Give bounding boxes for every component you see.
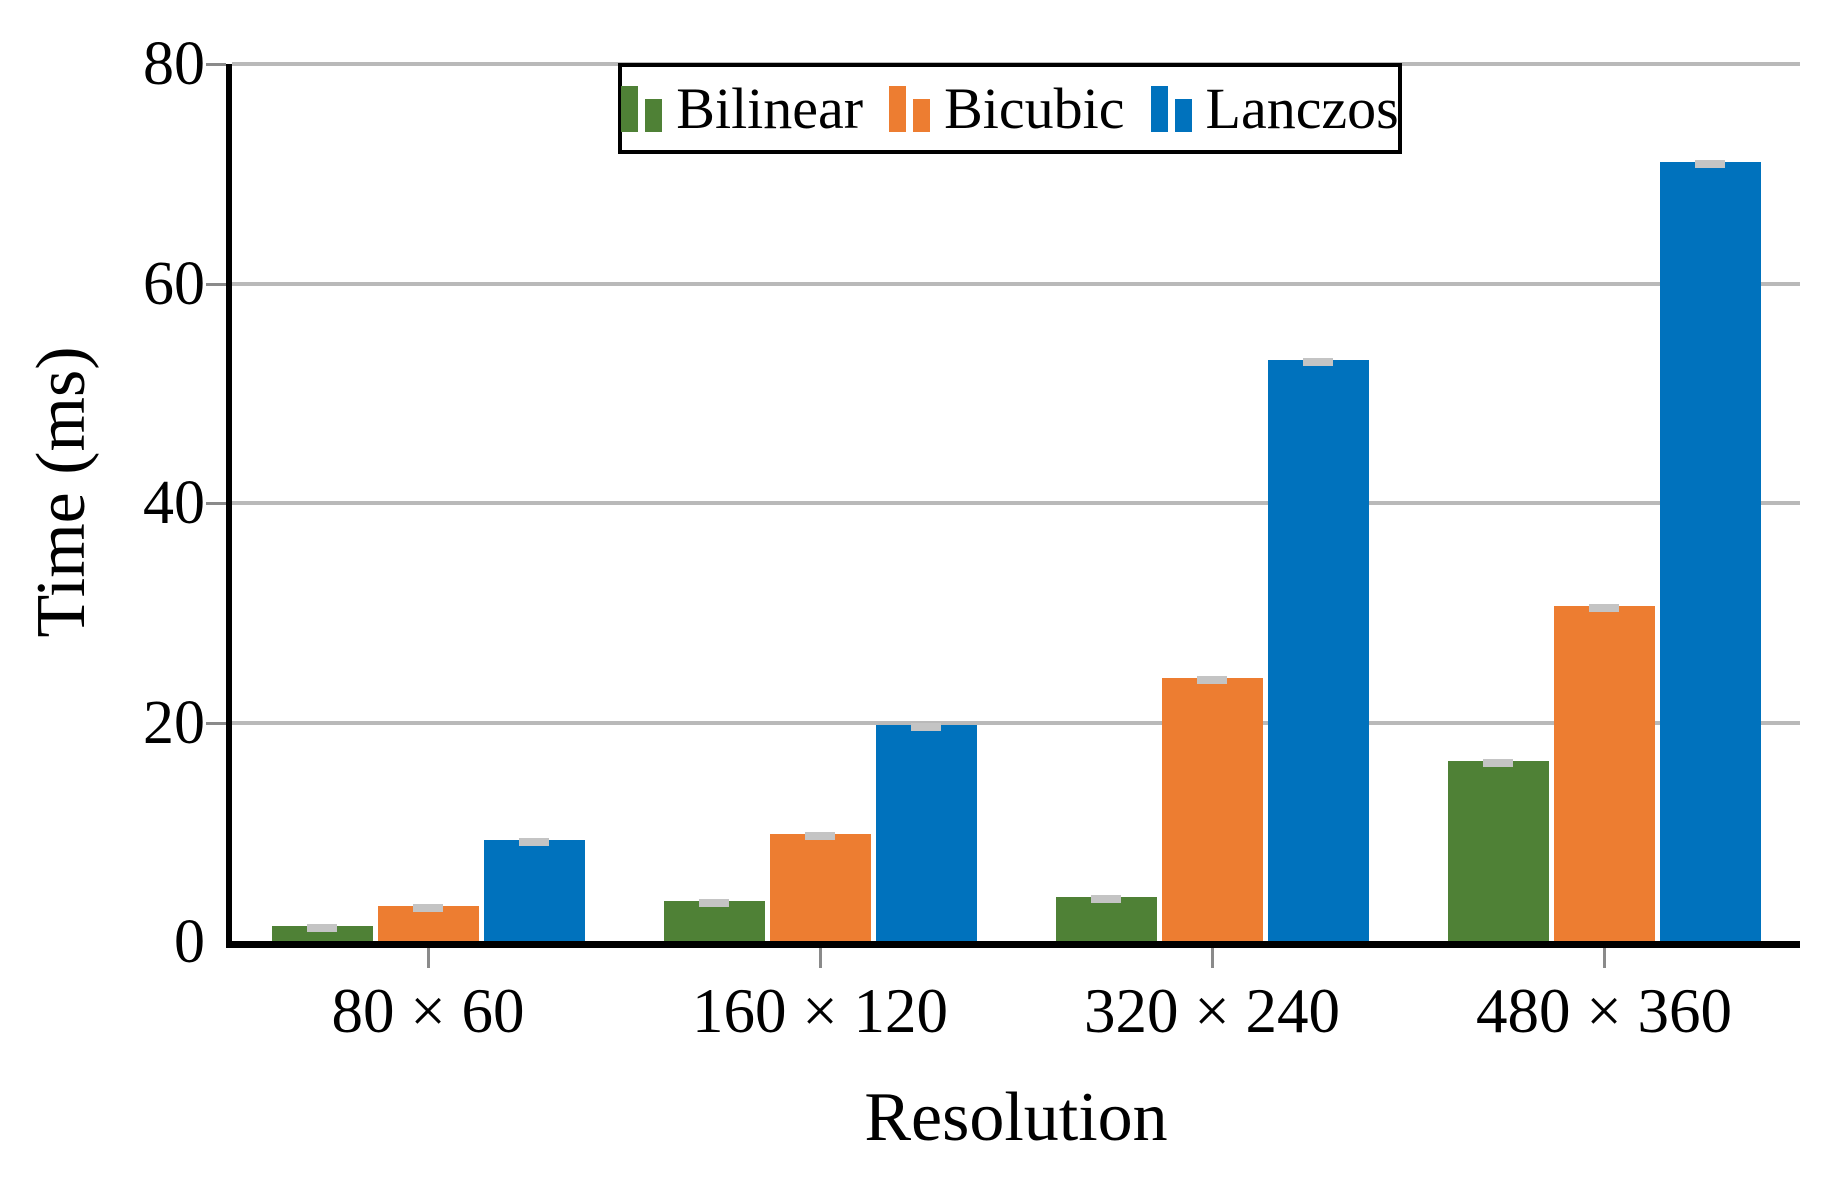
bar-lanczos-0 [483, 839, 585, 942]
legend-swatch-icon [621, 85, 639, 132]
error-bar-cap [805, 832, 835, 841]
y-tick-label: 0 [174, 908, 205, 976]
bar-bicubic-0 [377, 905, 479, 942]
legend-item-label: Bilinear [676, 75, 864, 141]
x-tick-mark [819, 948, 822, 968]
x-tick-mark [1603, 948, 1606, 968]
gridline [232, 281, 1800, 286]
error-bar-cap [1091, 895, 1121, 903]
legend-swatch-icon [889, 85, 907, 132]
y-tick-label: 80 [143, 30, 205, 98]
x-axis-label: Resolution [864, 1079, 1168, 1156]
error-bar-cap [1695, 159, 1725, 168]
bar-bilinear-3 [1447, 760, 1549, 942]
legend-item-bilinear: Bilinear [621, 75, 864, 141]
y-tick-label: 40 [143, 469, 205, 537]
legend-item-label: Bicubic [944, 75, 1125, 141]
x-axis-line [226, 941, 1800, 948]
error-bar-cap [911, 722, 941, 731]
error-bar-cap [519, 837, 549, 846]
error-bar-cap [307, 923, 337, 932]
x-tick-mark [1211, 948, 1214, 968]
legend-swatch-pair [1150, 85, 1192, 132]
legend-item-bicubic: Bicubic [889, 75, 1125, 141]
legend-swatch-pair [621, 85, 663, 132]
legend-swatch-icon [645, 98, 663, 132]
legend: Bilinear Bicubic Lanczos [618, 63, 1402, 154]
legend-item-lanczos: Lanczos [1150, 75, 1399, 141]
bar-bicubic-2 [1161, 677, 1263, 942]
error-bar-cap [1483, 758, 1513, 767]
legend-swatch-pair [889, 85, 931, 132]
x-tick-label: 160 × 120 [691, 976, 949, 1046]
gridline [232, 720, 1800, 725]
bar-bilinear-1 [663, 901, 765, 942]
bar-lanczos-1 [875, 724, 977, 942]
error-bar-cap [1197, 675, 1227, 684]
bar-bilinear-2 [1055, 897, 1157, 942]
x-tick-label: 480 × 360 [1475, 976, 1733, 1046]
x-tick-label: 80 × 60 [331, 976, 525, 1046]
plot-area [206, 62, 1800, 968]
y-tick-mark [206, 502, 226, 505]
legend-swatch-icon [913, 98, 931, 132]
legend-swatch-icon [1174, 98, 1192, 132]
error-bar-cap [1303, 358, 1333, 367]
legend-swatch-icon [1150, 85, 1168, 132]
legend-item-label: Lanczos [1205, 75, 1399, 141]
y-tick-mark [206, 282, 226, 286]
x-tick-label: 320 × 240 [1083, 976, 1341, 1046]
bar-bicubic-3 [1553, 606, 1655, 942]
error-bar-cap [1589, 604, 1619, 613]
y-axis-line [226, 64, 232, 948]
error-bar-cap [699, 899, 729, 908]
bar-lanczos-3 [1659, 161, 1761, 942]
error-bar-cap [413, 903, 443, 912]
y-tick-label: 20 [143, 688, 205, 757]
y-tick-mark [206, 63, 226, 66]
x-tick-mark [427, 948, 430, 968]
bar-lanczos-2 [1267, 360, 1369, 942]
gridline [232, 501, 1800, 505]
y-tick-mark [206, 721, 226, 725]
y-axis-label: Time (ms) [23, 346, 100, 638]
bar-bicubic-1 [769, 834, 871, 942]
y-tick-label: 60 [143, 249, 205, 318]
bar-bilinear-0 [271, 925, 373, 942]
